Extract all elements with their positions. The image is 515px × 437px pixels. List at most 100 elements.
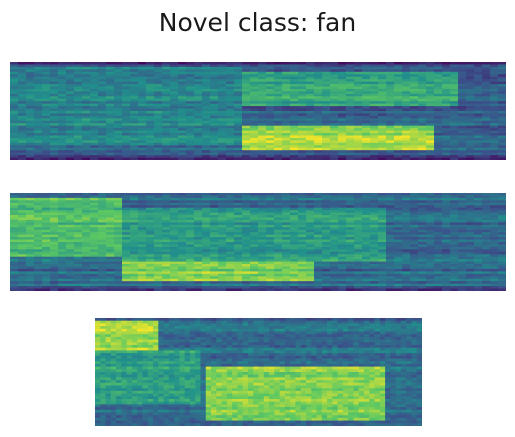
spectrogram-cell bbox=[474, 115, 483, 119]
spectrogram-cell bbox=[458, 273, 467, 277]
spectrogram-cell bbox=[66, 145, 75, 149]
spectrogram-cell bbox=[202, 157, 211, 160]
spectrogram-cell bbox=[50, 212, 59, 216]
spectrogram-cell bbox=[298, 227, 307, 231]
spectrogram-cell bbox=[330, 207, 339, 211]
spectrogram-cell bbox=[282, 125, 291, 129]
spectrogram-cell bbox=[362, 244, 371, 248]
spectrogram-cell bbox=[226, 276, 235, 280]
spectrogram-cell bbox=[490, 244, 499, 248]
spectrogram-cell bbox=[498, 251, 506, 255]
spectrogram-cell bbox=[266, 145, 275, 149]
spectrogram-cell bbox=[434, 86, 443, 90]
spectrogram-cell bbox=[442, 140, 451, 144]
spectrogram-cell bbox=[298, 268, 307, 272]
spectrogram-cell bbox=[450, 79, 459, 83]
spectrogram-cell bbox=[322, 264, 331, 268]
spectrogram-cell bbox=[58, 140, 67, 144]
spectrogram-cell bbox=[434, 202, 443, 206]
spectrogram-cell bbox=[338, 239, 347, 243]
spectrogram-cell bbox=[106, 224, 115, 228]
spectrogram-cell bbox=[18, 217, 27, 221]
spectrogram-cell bbox=[114, 271, 123, 275]
spectrogram-cell bbox=[346, 215, 355, 219]
spectrogram-cell bbox=[122, 261, 131, 265]
spectrogram-cell bbox=[474, 137, 483, 141]
spectrogram-cell bbox=[66, 224, 75, 228]
spectrogram-cell bbox=[298, 224, 307, 228]
spectrogram-cell bbox=[82, 215, 91, 219]
spectrogram-cell bbox=[74, 249, 83, 253]
spectrogram-cell bbox=[58, 137, 67, 141]
spectrogram-cell bbox=[114, 205, 123, 209]
spectrogram-cell bbox=[26, 88, 35, 92]
spectrogram-cell bbox=[98, 135, 107, 139]
spectrogram-cell bbox=[274, 229, 283, 233]
spectrogram-cell bbox=[370, 249, 379, 253]
spectrogram-cell bbox=[458, 111, 467, 115]
spectrogram-cell bbox=[202, 254, 211, 258]
spectrogram-cell bbox=[170, 283, 179, 287]
spectrogram-cell bbox=[178, 88, 187, 92]
spectrogram-cell bbox=[178, 268, 187, 272]
spectrogram-cell bbox=[98, 150, 107, 154]
spectrogram-cell bbox=[186, 266, 195, 270]
spectrogram-cell bbox=[138, 145, 147, 149]
spectrogram-cell bbox=[314, 120, 323, 124]
spectrogram-cell bbox=[282, 145, 291, 149]
spectrogram-cell bbox=[378, 84, 387, 88]
spectrogram-cell bbox=[98, 137, 107, 141]
spectrogram-cell bbox=[482, 197, 491, 201]
spectrogram-cell bbox=[194, 135, 203, 139]
spectrogram-cell bbox=[66, 281, 75, 285]
spectrogram-cell bbox=[218, 81, 227, 85]
spectrogram-cell bbox=[162, 125, 171, 129]
spectrogram-cell bbox=[282, 113, 291, 117]
spectrogram-cell bbox=[82, 193, 91, 197]
spectrogram-cell bbox=[34, 286, 43, 290]
spectrogram-cell bbox=[362, 224, 371, 228]
spectrogram-cell bbox=[362, 76, 371, 80]
spectrogram-cell bbox=[314, 242, 323, 246]
spectrogram-cell bbox=[58, 111, 67, 115]
spectrogram-cell bbox=[154, 217, 163, 221]
spectrogram-cell bbox=[178, 288, 187, 291]
spectrogram-cell bbox=[18, 96, 27, 100]
spectrogram-cell bbox=[162, 74, 171, 78]
spectrogram-cell bbox=[354, 66, 363, 70]
spectrogram-cell bbox=[426, 222, 435, 226]
spectrogram-cell bbox=[346, 273, 355, 277]
spectrogram-cell bbox=[82, 234, 91, 238]
spectrogram-cell bbox=[434, 217, 443, 221]
spectrogram-cell bbox=[298, 71, 307, 75]
spectrogram-cell bbox=[442, 251, 451, 255]
spectrogram-cell bbox=[90, 101, 99, 105]
spectrogram-cell bbox=[226, 222, 235, 226]
spectrogram-cell bbox=[162, 66, 171, 70]
spectrogram-cell bbox=[74, 79, 83, 83]
spectrogram-cell bbox=[138, 200, 147, 204]
spectrogram-cell bbox=[410, 205, 419, 209]
spectrogram-cell bbox=[330, 229, 339, 233]
spectrogram-cell bbox=[266, 288, 275, 291]
spectrogram-cell bbox=[362, 281, 371, 285]
spectrogram-cell bbox=[98, 66, 107, 70]
spectrogram-cell bbox=[26, 84, 35, 88]
spectrogram-cell bbox=[250, 254, 259, 258]
spectrogram-cell bbox=[82, 254, 91, 258]
spectrogram-cell bbox=[186, 259, 195, 263]
spectrogram-cell bbox=[90, 106, 99, 110]
spectrogram-cell bbox=[34, 212, 43, 216]
spectrogram-cell bbox=[82, 281, 91, 285]
spectrogram-cell bbox=[466, 268, 475, 272]
spectrogram-cell bbox=[338, 259, 347, 263]
spectrogram-cell bbox=[42, 242, 51, 246]
spectrogram-cell bbox=[154, 266, 163, 270]
spectrogram-cell bbox=[354, 108, 363, 112]
spectrogram-cell bbox=[34, 281, 43, 285]
spectrogram-cell bbox=[450, 74, 459, 78]
spectrogram-cell bbox=[466, 79, 475, 83]
spectrogram-cell bbox=[234, 286, 243, 290]
spectrogram-cell bbox=[474, 113, 483, 117]
spectrogram-cell bbox=[210, 103, 219, 107]
